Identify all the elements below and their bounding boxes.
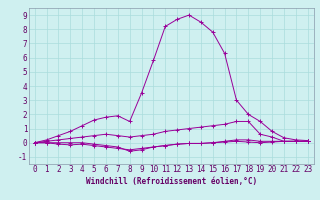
- X-axis label: Windchill (Refroidissement éolien,°C): Windchill (Refroidissement éolien,°C): [86, 177, 257, 186]
